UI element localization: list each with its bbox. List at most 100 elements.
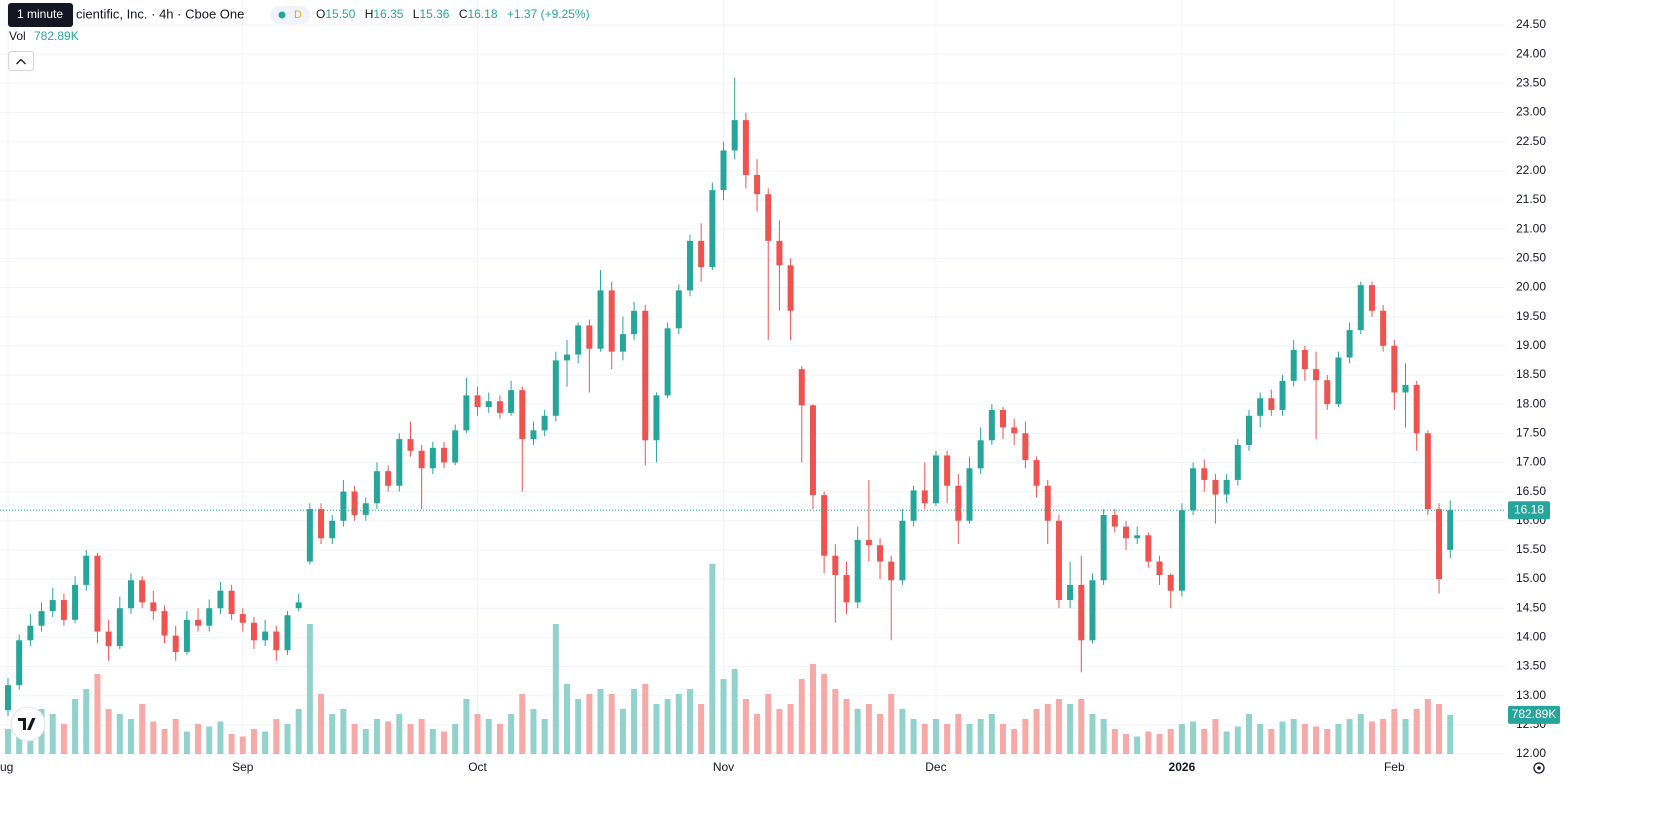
- candle-body: [250, 622, 257, 641]
- candles: [5, 77, 1454, 717]
- candle-body: [1178, 510, 1185, 591]
- volume-bar: [1424, 699, 1431, 754]
- candle-body: [1201, 468, 1208, 480]
- volume-bar: [1413, 709, 1420, 754]
- y-tick-label: 19.50: [1516, 309, 1546, 323]
- volume-bar: [575, 699, 582, 754]
- candle-body: [921, 490, 928, 504]
- candle-body: [619, 334, 626, 352]
- candle-body: [910, 490, 917, 521]
- volume-bar: [318, 694, 325, 754]
- volume-bar: [250, 729, 257, 754]
- volume-bar: [1044, 704, 1051, 754]
- volume-bar: [1301, 724, 1308, 754]
- volume-bar: [1436, 704, 1443, 754]
- y-tick-label: 13.50: [1516, 659, 1546, 673]
- candle-body: [508, 390, 515, 413]
- volume-bar: [284, 724, 291, 754]
- volume-bar: [418, 719, 425, 754]
- legend-key: C: [459, 7, 468, 21]
- volume-bar: [709, 564, 716, 754]
- volume-bar: [944, 724, 951, 754]
- y-tick-label: 23.00: [1516, 105, 1546, 119]
- candle-body: [452, 430, 459, 463]
- candle-body: [94, 555, 101, 632]
- settings-icon[interactable]: [1533, 762, 1545, 774]
- y-tick-label: 18.00: [1516, 396, 1546, 410]
- y-tick-label: 24.00: [1516, 46, 1546, 60]
- volume-bar: [541, 719, 548, 754]
- candle-body: [1290, 349, 1297, 381]
- volume-bar: [183, 731, 190, 754]
- volume-bar: [865, 704, 872, 754]
- volume-bar: [172, 719, 179, 754]
- candle-body: [1123, 526, 1129, 539]
- candle-body: [899, 520, 906, 581]
- legend-change: +1.37 (+9.25%): [507, 7, 590, 21]
- candle-body: [418, 450, 425, 469]
- candle-body: [776, 240, 783, 266]
- candle-body: [407, 439, 414, 451]
- volume-bar: [843, 699, 850, 754]
- candle-body: [653, 395, 660, 441]
- volume-bar: [5, 729, 11, 754]
- candle-body: [1268, 398, 1275, 410]
- volume-bar: [1011, 729, 1018, 754]
- volume-bar: [105, 709, 112, 754]
- volume-bar: [116, 714, 123, 754]
- volume-bar: [1391, 709, 1398, 754]
- logo-badge[interactable]: [10, 706, 46, 742]
- volume-bar: [1402, 719, 1409, 754]
- candle-body: [552, 360, 559, 416]
- volume-bar: [1190, 721, 1197, 754]
- candle-body: [38, 611, 45, 626]
- volume-bar: [631, 689, 638, 754]
- candle-body: [854, 539, 861, 603]
- candle-body: [832, 555, 839, 575]
- volume-bar: [306, 624, 313, 754]
- candle-body: [944, 455, 951, 486]
- volume-bar: [608, 694, 615, 754]
- volume-bar: [698, 704, 705, 754]
- candle-body: [139, 580, 146, 603]
- candle-body: [586, 325, 593, 349]
- candle-body: [195, 619, 202, 626]
- volume-bar: [619, 709, 626, 754]
- tooltip-box: [8, 3, 73, 27]
- y-tick-label: 20.50: [1516, 251, 1546, 265]
- volume-bar: [1100, 719, 1107, 754]
- volume-bar: [664, 699, 671, 754]
- candle-body: [754, 174, 761, 195]
- candle-body: [709, 190, 716, 268]
- volume-bar: [1055, 699, 1062, 754]
- symbol-title: cientific, Inc. · 4h · Cboe One: [76, 6, 244, 21]
- collapse-button[interactable]: [8, 51, 34, 71]
- candle-body: [787, 265, 794, 311]
- volume-bar: [1167, 729, 1174, 754]
- volume-key: Vol: [9, 29, 26, 43]
- candle-body: [1324, 380, 1331, 405]
- volume-bar: [496, 724, 503, 754]
- candle-body: [1078, 584, 1085, 641]
- candle-body: [1044, 485, 1051, 521]
- candle-body: [485, 401, 492, 408]
- candle-body: [5, 685, 11, 711]
- grid: [0, 0, 1505, 772]
- candle-body: [262, 631, 269, 641]
- volume-bar: [385, 721, 392, 754]
- legend-key: L: [413, 7, 420, 21]
- volume-bar: [1078, 699, 1085, 754]
- volume-bar: [1368, 721, 1375, 754]
- candle-body: [60, 600, 67, 620]
- volume-bar: [1033, 709, 1040, 754]
- candle-body: [597, 290, 604, 349]
- settings-icon-core: [1537, 766, 1541, 770]
- candle-body: [821, 495, 828, 556]
- candle-body: [720, 150, 727, 191]
- candle-body: [1301, 349, 1308, 370]
- status-pill[interactable]: [270, 6, 310, 24]
- volume-bar: [809, 664, 816, 754]
- y-tick-label: 22.00: [1516, 163, 1546, 177]
- volume-bar: [463, 699, 470, 754]
- volume-bar: [854, 709, 861, 754]
